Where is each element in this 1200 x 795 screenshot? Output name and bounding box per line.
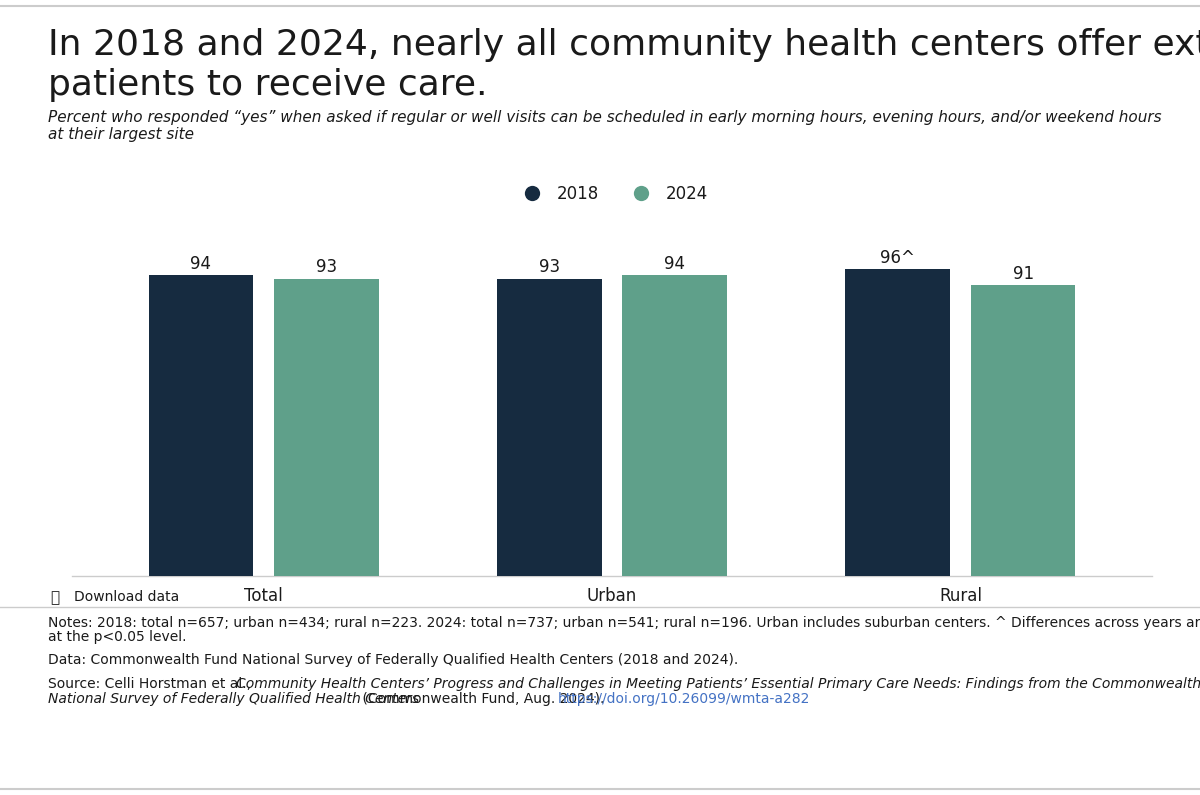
Bar [497, 278, 601, 576]
Text: at the p<0.05 level.: at the p<0.05 level. [48, 630, 186, 645]
Text: Notes: 2018: total n=657; urban n=434; rural n=223. 2024: total n=737; urban n=5: Notes: 2018: total n=657; urban n=434; r… [48, 616, 1200, 630]
Bar [971, 285, 1075, 576]
Text: Download data: Download data [74, 590, 180, 604]
Bar [623, 275, 727, 576]
Text: at their largest site: at their largest site [48, 127, 194, 142]
Text: (Commonwealth Fund, Aug. 2024).: (Commonwealth Fund, Aug. 2024). [358, 692, 608, 706]
Text: Source: Celli Horstman et al.,: Source: Celli Horstman et al., [48, 677, 256, 691]
Bar [274, 278, 378, 576]
Text: National Survey of Federally Qualified Health Centers: National Survey of Federally Qualified H… [48, 692, 419, 706]
Text: 93: 93 [539, 258, 560, 277]
Legend: 2018, 2024: 2018, 2024 [509, 178, 715, 210]
Text: In 2018 and 2024, nearly all community health centers offer extended hours for: In 2018 and 2024, nearly all community h… [48, 28, 1200, 62]
Text: 96^: 96^ [881, 249, 916, 267]
Bar [149, 275, 253, 576]
Text: Percent who responded “yes” when asked if regular or well visits can be schedule: Percent who responded “yes” when asked i… [48, 110, 1162, 125]
Text: https://doi.org/10.26099/wmta-a282: https://doi.org/10.26099/wmta-a282 [558, 692, 810, 706]
Text: Community Health Centers’ Progress and Challenges in Meeting Patients’ Essential: Community Health Centers’ Progress and C… [235, 677, 1200, 691]
Text: Data: Commonwealth Fund National Survey of Federally Qualified Health Centers (2: Data: Commonwealth Fund National Survey … [48, 653, 738, 668]
Text: 91: 91 [1013, 265, 1033, 283]
Text: patients to receive care.: patients to receive care. [48, 68, 487, 102]
Bar [846, 269, 950, 576]
Text: 94: 94 [191, 255, 211, 273]
Text: 93: 93 [316, 258, 337, 277]
Text: 94: 94 [665, 255, 685, 273]
Text: ⤓: ⤓ [50, 590, 60, 605]
